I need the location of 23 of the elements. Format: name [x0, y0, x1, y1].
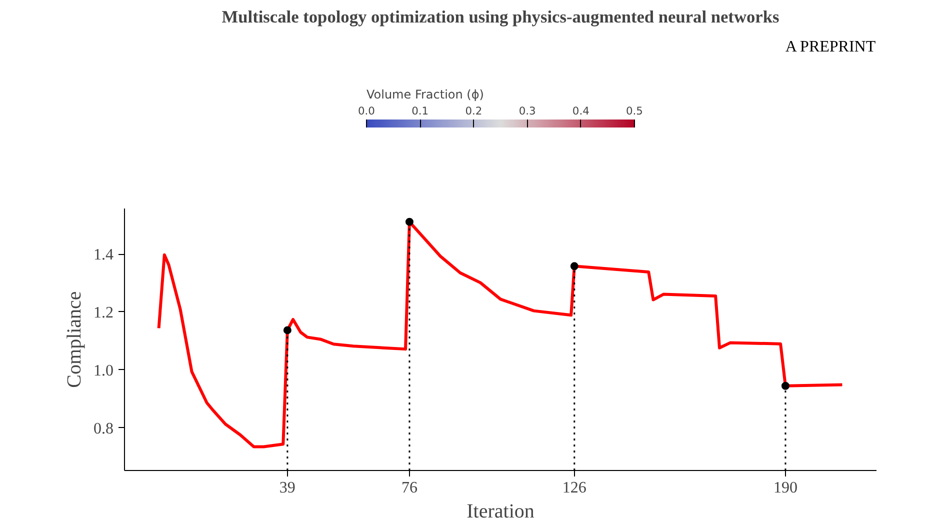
- x-tick-label: 39: [279, 480, 296, 496]
- color-bar-label: 0.2: [465, 104, 482, 118]
- y-tick-label: 1.0: [94, 362, 114, 380]
- x-tick-label: 190: [773, 480, 798, 496]
- x-axis-title: Iteration: [466, 500, 534, 522]
- chart-title: Multiscale topology optimization using physics-augmented neural networks: [222, 8, 780, 26]
- color-bar-title: Volume Fraction (ϕ): [366, 88, 484, 102]
- color-bar-label: 0.4: [572, 104, 590, 118]
- y-tick-label: 1.4: [94, 246, 114, 264]
- y-tick-label: 0.8: [94, 420, 114, 438]
- y-tick-label: 1.2: [94, 304, 114, 322]
- point: [405, 218, 414, 226]
- text: A PREPRINT: [785, 38, 876, 56]
- point: [570, 262, 578, 270]
- color-bar-label: 0.0: [358, 104, 376, 118]
- color-bar-label: 0.1: [412, 104, 429, 118]
- color-bar-label: 0.5: [626, 104, 643, 118]
- point: [283, 326, 292, 334]
- x-tick-label: 76: [401, 480, 418, 496]
- point: [781, 382, 790, 390]
- color-bar-label: 0.3: [518, 104, 536, 118]
- x-tick-label: 126: [562, 480, 586, 496]
- y-axis-title: Compliance: [64, 291, 86, 388]
